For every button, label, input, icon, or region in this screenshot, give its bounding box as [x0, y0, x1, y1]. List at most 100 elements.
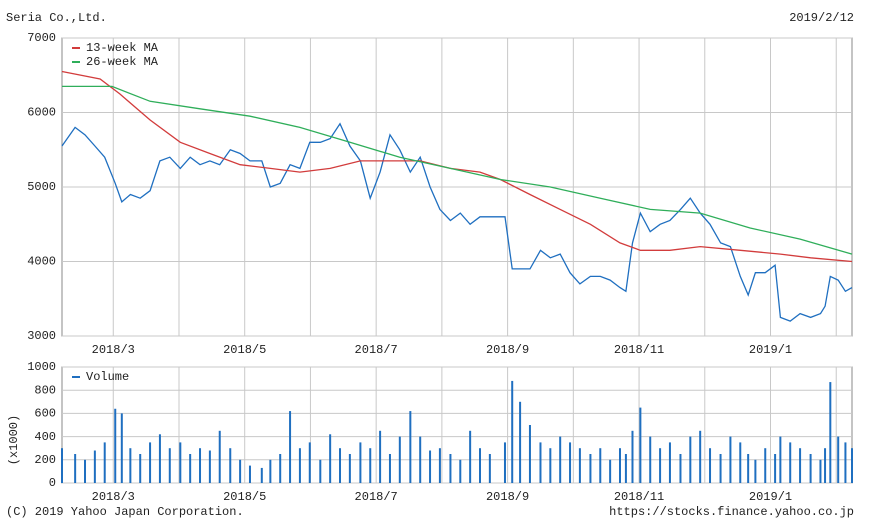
- volume-bar: [719, 454, 722, 483]
- source-url: https://stocks.finance.yahoo.co.jp: [609, 505, 854, 519]
- volume-bar: [189, 454, 192, 483]
- volume-bar: [689, 436, 692, 483]
- volume-bar: [639, 407, 642, 483]
- volume-bar: [528, 425, 531, 483]
- y-tick-label: 400: [34, 430, 56, 444]
- volume-bar: [398, 436, 401, 483]
- volume-bar: [809, 454, 812, 483]
- volume-bar: [709, 448, 712, 483]
- volume-bar: [208, 450, 211, 483]
- x-tick-label: 2018/5: [223, 490, 266, 504]
- y-tick-label: 6000: [27, 106, 56, 120]
- volume-bar: [799, 448, 802, 483]
- y-tick-label: 0: [49, 476, 56, 490]
- x-tick-label: 2018/11: [614, 490, 664, 504]
- volume-bar: [114, 408, 117, 483]
- y-tick-label: 200: [34, 453, 56, 467]
- chart-date: 2019/2/12: [789, 11, 854, 25]
- volume-bar: [149, 442, 152, 483]
- volume-bar: [559, 436, 562, 483]
- volume-bar: [539, 442, 542, 483]
- volume-bar: [339, 448, 342, 483]
- y-tick-label: 4000: [27, 255, 56, 269]
- volume-bar: [764, 448, 767, 483]
- volume-bar: [168, 448, 171, 483]
- legend-label: 13-week MA: [86, 41, 159, 55]
- x-tick-label: 2019/1: [749, 343, 792, 357]
- volume-bar: [279, 454, 282, 483]
- price-line: [62, 85, 853, 255]
- volume-bar: [319, 459, 322, 483]
- volume-bar: [93, 450, 96, 483]
- volume-bar: [248, 465, 251, 483]
- volume-bar: [549, 448, 552, 483]
- volume-bar: [729, 436, 732, 483]
- volume-bar: [379, 430, 382, 483]
- volume-bar: [488, 454, 491, 483]
- volume-bar: [511, 380, 514, 483]
- volume-bar: [624, 454, 627, 483]
- volume-bar: [469, 430, 472, 483]
- y-tick-label: 800: [34, 383, 56, 397]
- volume-bar: [631, 430, 634, 483]
- volume-bar: [747, 454, 750, 483]
- volume-bar: [829, 382, 832, 483]
- volume-bar: [369, 448, 372, 483]
- volume-bar: [329, 434, 332, 483]
- volume-bar: [289, 411, 292, 483]
- x-tick-label: 2018/3: [92, 490, 135, 504]
- volume-bar: [844, 442, 847, 483]
- price-line: [61, 122, 853, 322]
- volume-bar: [837, 436, 840, 483]
- x-tick-label: 2018/7: [355, 490, 398, 504]
- volume-bar: [218, 430, 221, 483]
- company-name: Seria Co.,Ltd.: [6, 11, 107, 25]
- volume-bar: [851, 448, 853, 483]
- volume-bar: [298, 448, 301, 483]
- volume-bar: [449, 454, 452, 483]
- y-tick-label: 3000: [27, 329, 56, 343]
- volume-bar: [779, 436, 782, 483]
- volume-bar: [388, 454, 391, 483]
- volume-bar: [819, 459, 822, 483]
- volume-bar: [438, 448, 441, 483]
- volume-bar: [578, 448, 581, 483]
- x-tick-label: 2019/1: [749, 490, 792, 504]
- y-tick-label: 1000: [27, 360, 56, 374]
- volume-bar: [429, 450, 432, 483]
- volume-bar: [139, 454, 142, 483]
- volume-bar: [659, 448, 662, 483]
- volume-bar: [699, 430, 702, 483]
- volume-bar: [599, 448, 602, 483]
- volume-bar: [74, 454, 77, 483]
- volume-bar: [269, 459, 272, 483]
- volume-bar: [569, 442, 572, 483]
- volume-bar: [179, 442, 182, 483]
- volume-bar: [260, 467, 263, 483]
- volume-bar: [649, 436, 652, 483]
- volume-bar: [668, 442, 671, 483]
- x-tick-label: 2018/11: [614, 343, 664, 357]
- volume-bar: [824, 448, 827, 483]
- volume-bar: [409, 411, 412, 483]
- y-tick-label: 5000: [27, 180, 56, 194]
- x-tick-label: 2018/3: [92, 343, 135, 357]
- legend-label: 26-week MA: [86, 55, 159, 69]
- x-tick-label: 2018/9: [486, 490, 529, 504]
- volume-bar: [459, 459, 462, 483]
- y-tick-label: 600: [34, 407, 56, 421]
- volume-bar: [120, 413, 123, 483]
- volume-bar: [158, 434, 161, 483]
- x-tick-label: 2018/7: [355, 343, 398, 357]
- volume-bar: [103, 442, 106, 483]
- volume-bar: [618, 448, 621, 483]
- volume-bar: [754, 459, 757, 483]
- volume-bar: [609, 459, 612, 483]
- y-axis-label: (x1000): [7, 415, 21, 465]
- volume-bar: [739, 442, 742, 483]
- volume-bar: [519, 401, 522, 483]
- volume-bar: [84, 459, 87, 483]
- volume-bar: [239, 459, 242, 483]
- volume-bar: [774, 454, 777, 483]
